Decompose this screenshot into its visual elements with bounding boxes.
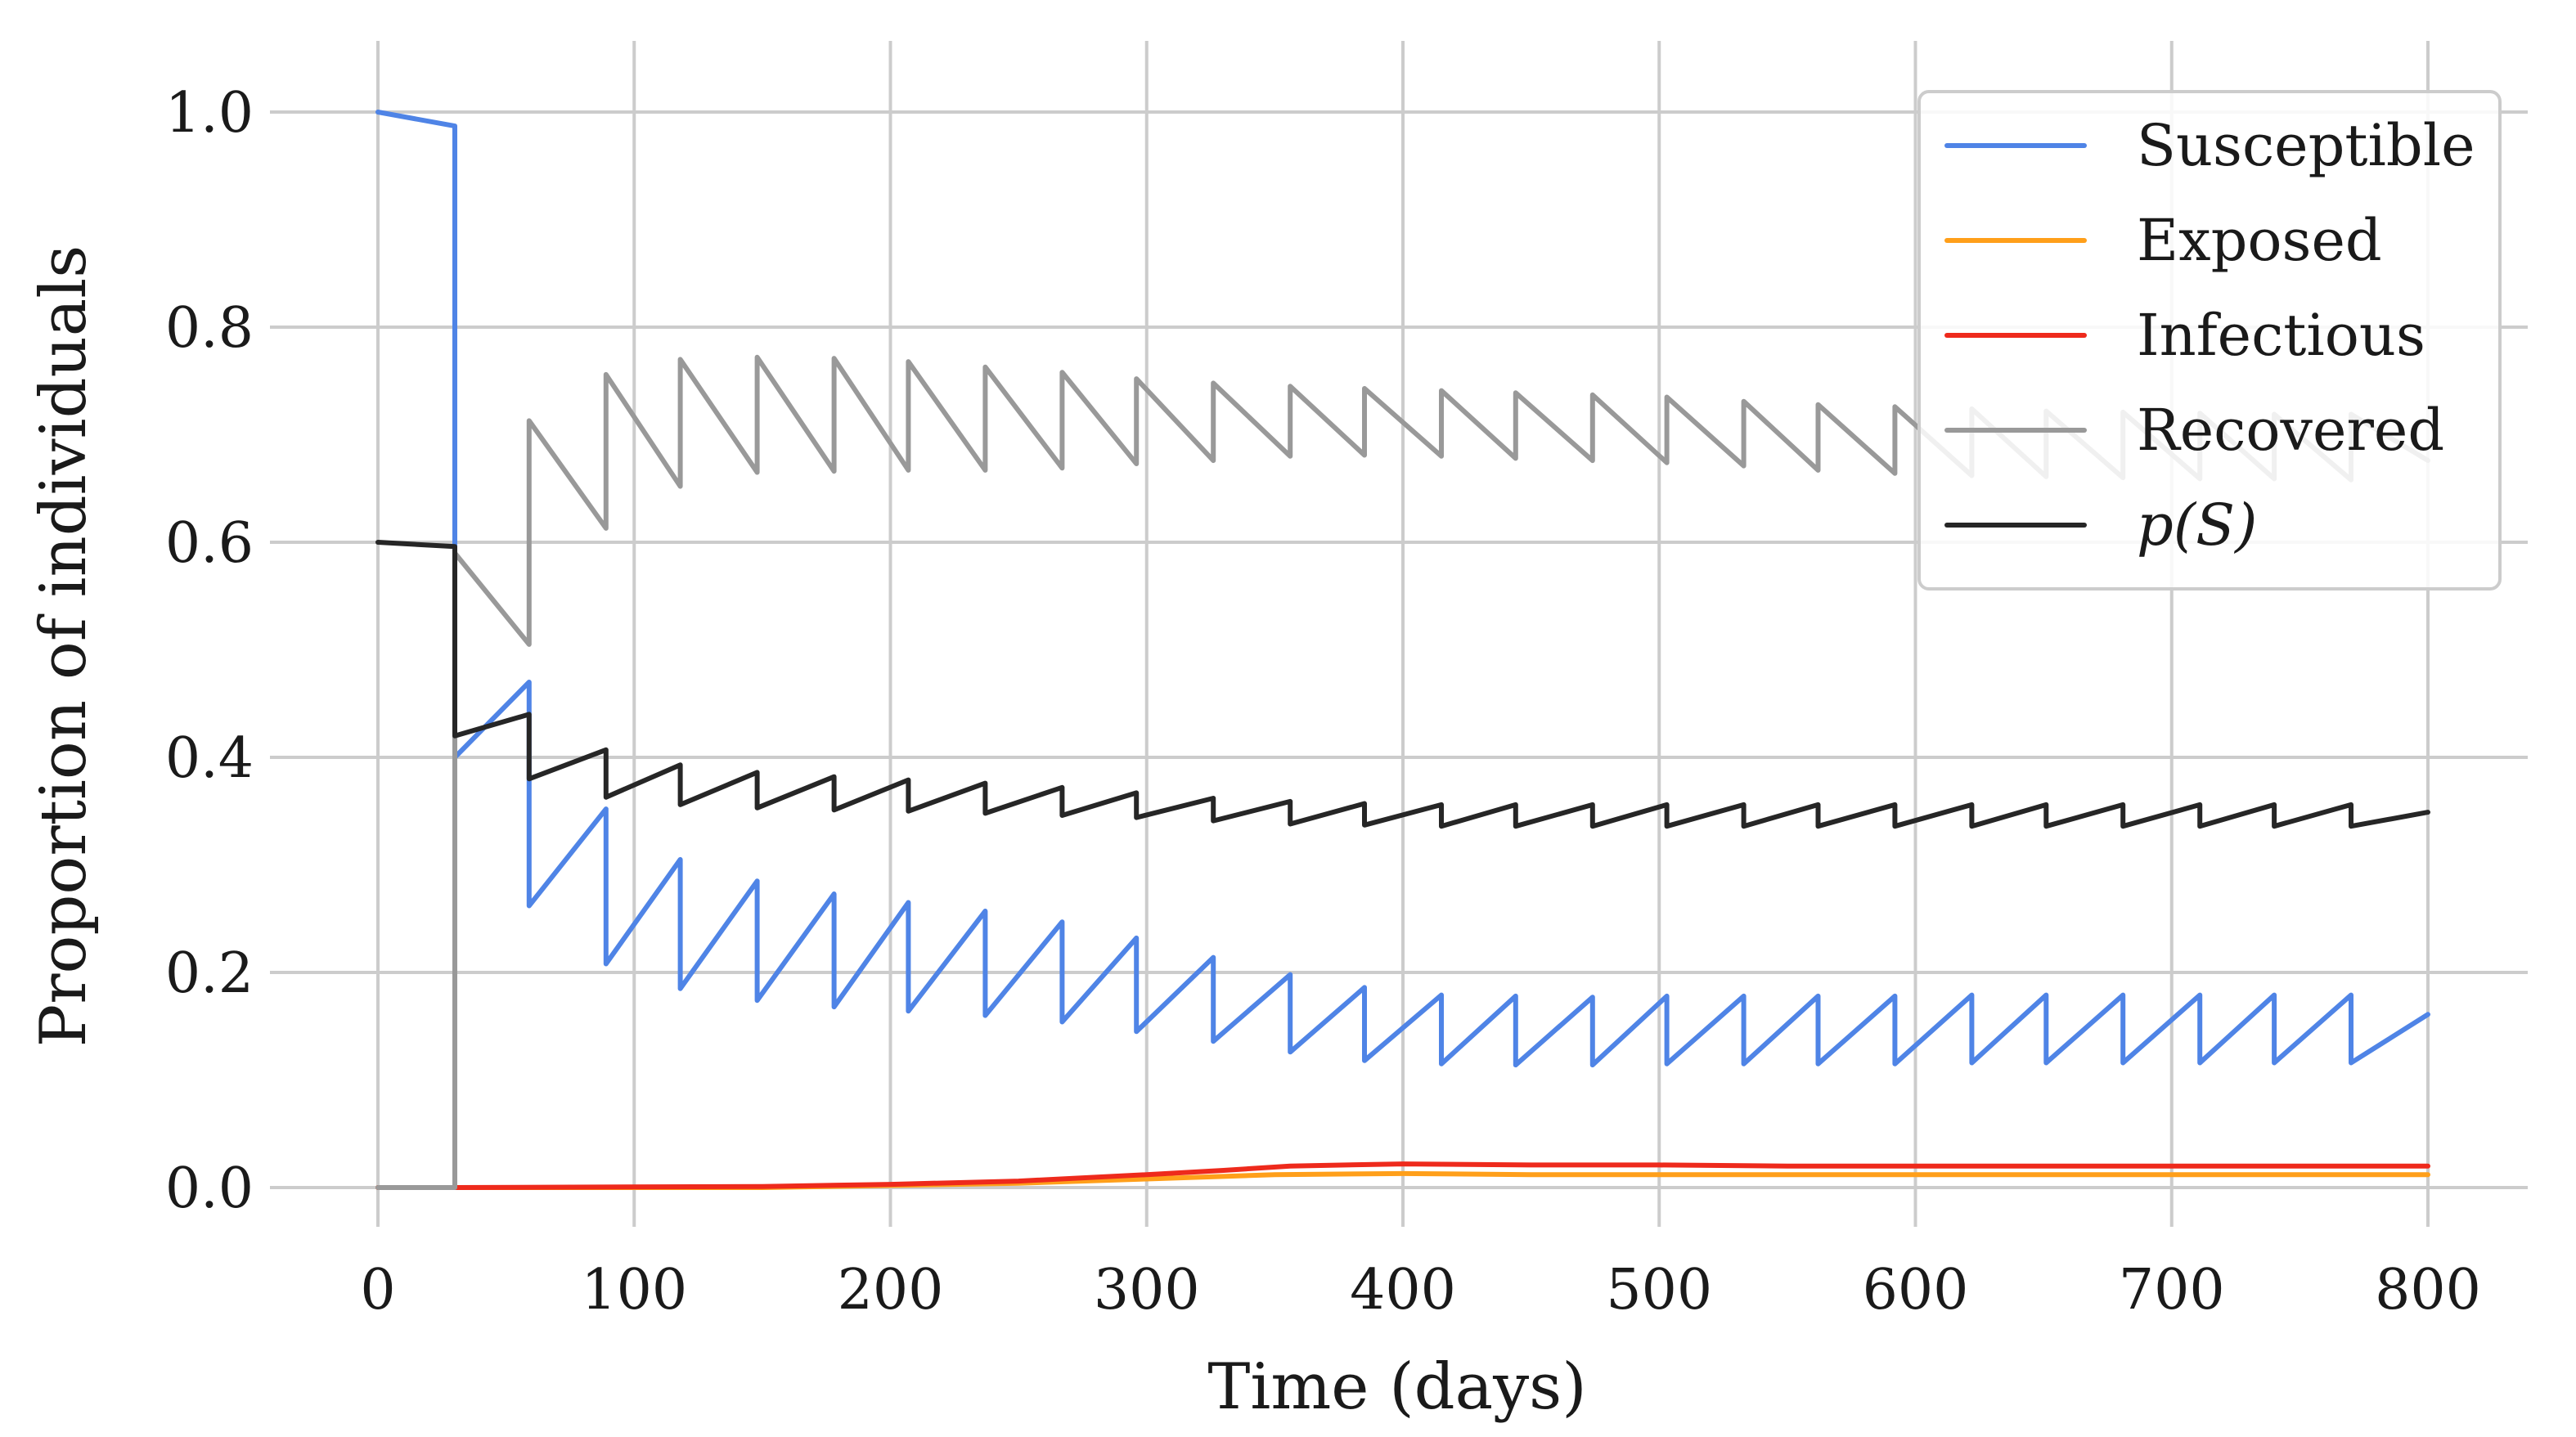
- x-tick-label: 200: [838, 1258, 944, 1322]
- y-tick-label: 0.2: [165, 941, 254, 1006]
- x-axis-label: Time (days): [1207, 1350, 1586, 1424]
- legend-label-exposed: Exposed: [2137, 207, 2382, 274]
- x-tick-label: 700: [2119, 1258, 2225, 1322]
- legend-label-p-s: p(S): [2137, 492, 2257, 559]
- y-tick-label: 0.4: [165, 726, 254, 791]
- y-tick-label: 0.8: [165, 296, 254, 361]
- x-tick-label: 400: [1350, 1258, 1456, 1322]
- y-tick-label: 0.6: [165, 511, 254, 576]
- x-tick-label: 100: [581, 1258, 687, 1322]
- x-tick-label: 800: [2375, 1258, 2481, 1322]
- legend: Susceptible Exposed Infectious Recovered p(S…: [1917, 90, 2502, 591]
- legend-label-infectious: Infectious: [2137, 302, 2425, 369]
- x-tick-label: 0: [360, 1258, 395, 1322]
- series-line-p-s: [375, 540, 2430, 829]
- y-axis-label: Proportion of individuals: [27, 245, 101, 1048]
- x-tick-label: 600: [1863, 1258, 1969, 1322]
- y-tick-label: 1.0: [165, 81, 254, 146]
- x-tick-labels: 0 100 200 300 400 500 600 700 800: [360, 1258, 2481, 1322]
- x-tick-label: 500: [1606, 1258, 1712, 1322]
- x-tick-label: 300: [1094, 1258, 1200, 1322]
- series-line-susceptible: [375, 110, 2430, 1068]
- y-tick-label: 0.0: [165, 1156, 254, 1221]
- legend-label-recovered: Recovered: [2137, 397, 2444, 464]
- legend-label-susceptible: Susceptible: [2137, 112, 2475, 179]
- y-tick-labels: 0.0 0.2 0.4 0.6 0.8 1.0: [165, 81, 254, 1221]
- legend-box: [1917, 90, 2502, 591]
- series-line-infectious: [375, 1161, 2430, 1190]
